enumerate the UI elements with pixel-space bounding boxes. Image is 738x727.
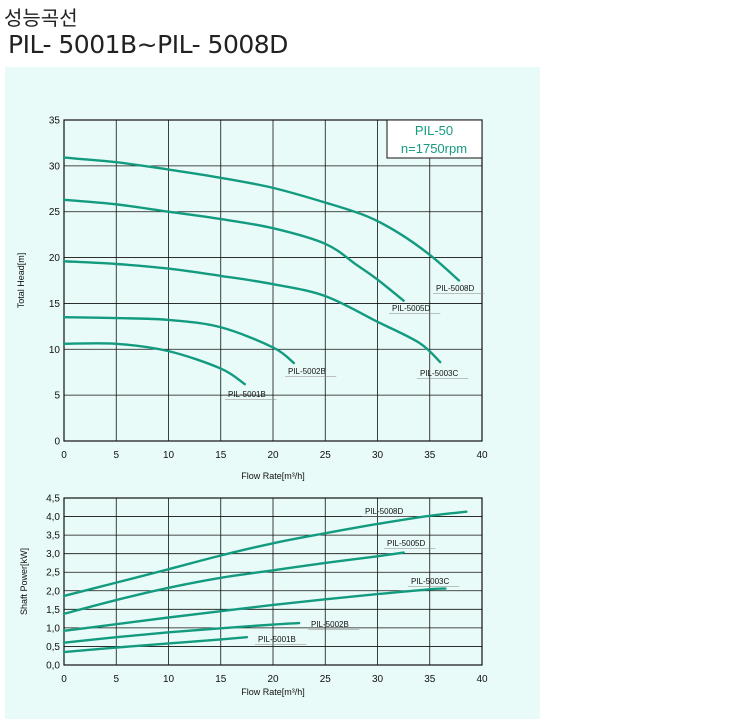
y-tick-label: 0,5 bbox=[46, 642, 60, 653]
y-axis-label: Shaft Power[kW] bbox=[19, 548, 29, 615]
y-tick-label: 3,0 bbox=[46, 549, 60, 560]
legend-model: PIL-50 bbox=[415, 123, 453, 138]
model-range-title: PIL- 5001B~PIL- 5008D bbox=[8, 30, 288, 59]
series-line-pil-5002b bbox=[62, 621, 301, 644]
y-tick-label: 3,5 bbox=[46, 531, 60, 542]
page-title: 성능곡선 bbox=[4, 6, 78, 30]
x-tick-label: 0 bbox=[61, 674, 67, 685]
x-tick-label: 5 bbox=[113, 674, 119, 685]
series-line-pil-5008d bbox=[62, 510, 468, 598]
series-label: PIL-5003C bbox=[411, 577, 449, 586]
series-label: PIL-5001B bbox=[228, 390, 266, 399]
x-tick-label: 0 bbox=[61, 450, 67, 461]
y-tick-label: 25 bbox=[49, 207, 61, 218]
series-line-pil-5001b bbox=[62, 635, 249, 654]
legend-box bbox=[386, 119, 483, 159]
series-label: PIL-5002B bbox=[311, 620, 349, 629]
x-tick-label: 35 bbox=[424, 450, 436, 461]
x-tick-label: 30 bbox=[372, 674, 384, 685]
series-label: PIL-5008D bbox=[436, 284, 474, 293]
series-label: PIL-5005D bbox=[387, 539, 425, 548]
x-tick-label: 15 bbox=[215, 450, 227, 461]
y-tick-label: 1,0 bbox=[46, 623, 60, 634]
x-tick-label: 15 bbox=[215, 674, 227, 685]
x-tick-label: 40 bbox=[476, 450, 488, 461]
x-tick-label: 40 bbox=[476, 674, 488, 685]
series-label: PIL-5002B bbox=[288, 367, 326, 376]
x-tick-label: 35 bbox=[424, 674, 436, 685]
plot-frame bbox=[63, 119, 483, 442]
y-tick-label: 4,0 bbox=[46, 512, 60, 523]
x-tick-label: 20 bbox=[267, 674, 279, 685]
y-tick-label: 2,0 bbox=[46, 586, 60, 597]
y-tick-label: 20 bbox=[49, 253, 61, 264]
series-label: PIL-5001B bbox=[258, 635, 296, 644]
x-tick-label: 20 bbox=[267, 450, 279, 461]
y-tick-label: 35 bbox=[49, 116, 61, 127]
series-label: PIL-5008D bbox=[365, 507, 403, 516]
plot-frame bbox=[63, 497, 483, 666]
series-line-pil-5005d bbox=[62, 198, 405, 302]
y-tick-label: 10 bbox=[49, 345, 61, 356]
x-tick-label: 30 bbox=[372, 450, 384, 461]
series-label: PIL-5005D bbox=[392, 304, 430, 313]
y-axis-label: Total Head[m] bbox=[16, 253, 26, 309]
series-line-pil-5002b bbox=[62, 315, 296, 365]
y-tick-label: 2,5 bbox=[46, 568, 60, 579]
series-line-pil-5003c bbox=[62, 587, 447, 633]
series-line-pil-5003c bbox=[62, 260, 442, 364]
y-tick-label: 15 bbox=[49, 299, 61, 310]
x-tick-label: 5 bbox=[113, 450, 119, 461]
y-tick-label: 0,0 bbox=[46, 661, 60, 672]
x-tick-label: 10 bbox=[163, 450, 175, 461]
series-line-pil-5008d bbox=[62, 156, 461, 282]
y-tick-label: 4,5 bbox=[46, 494, 60, 505]
x-tick-label: 10 bbox=[163, 674, 175, 685]
y-tick-label: 30 bbox=[49, 161, 61, 172]
series-line-pil-5001b bbox=[62, 342, 246, 386]
legend-rpm: n=1750rpm bbox=[401, 141, 467, 156]
x-tick-label: 25 bbox=[320, 450, 332, 461]
series-label: PIL-5003C bbox=[420, 369, 458, 378]
x-tick-label: 25 bbox=[320, 674, 332, 685]
y-tick-label: 1,5 bbox=[46, 605, 60, 616]
x-axis-label: Flow Rate[m³/h] bbox=[241, 687, 305, 697]
x-axis-label: Flow Rate[m³/h] bbox=[241, 471, 305, 481]
chart-panel bbox=[5, 67, 540, 719]
y-tick-label: 0 bbox=[54, 437, 60, 448]
series-line-pil-5005d bbox=[62, 551, 405, 615]
y-tick-label: 5 bbox=[54, 391, 60, 402]
